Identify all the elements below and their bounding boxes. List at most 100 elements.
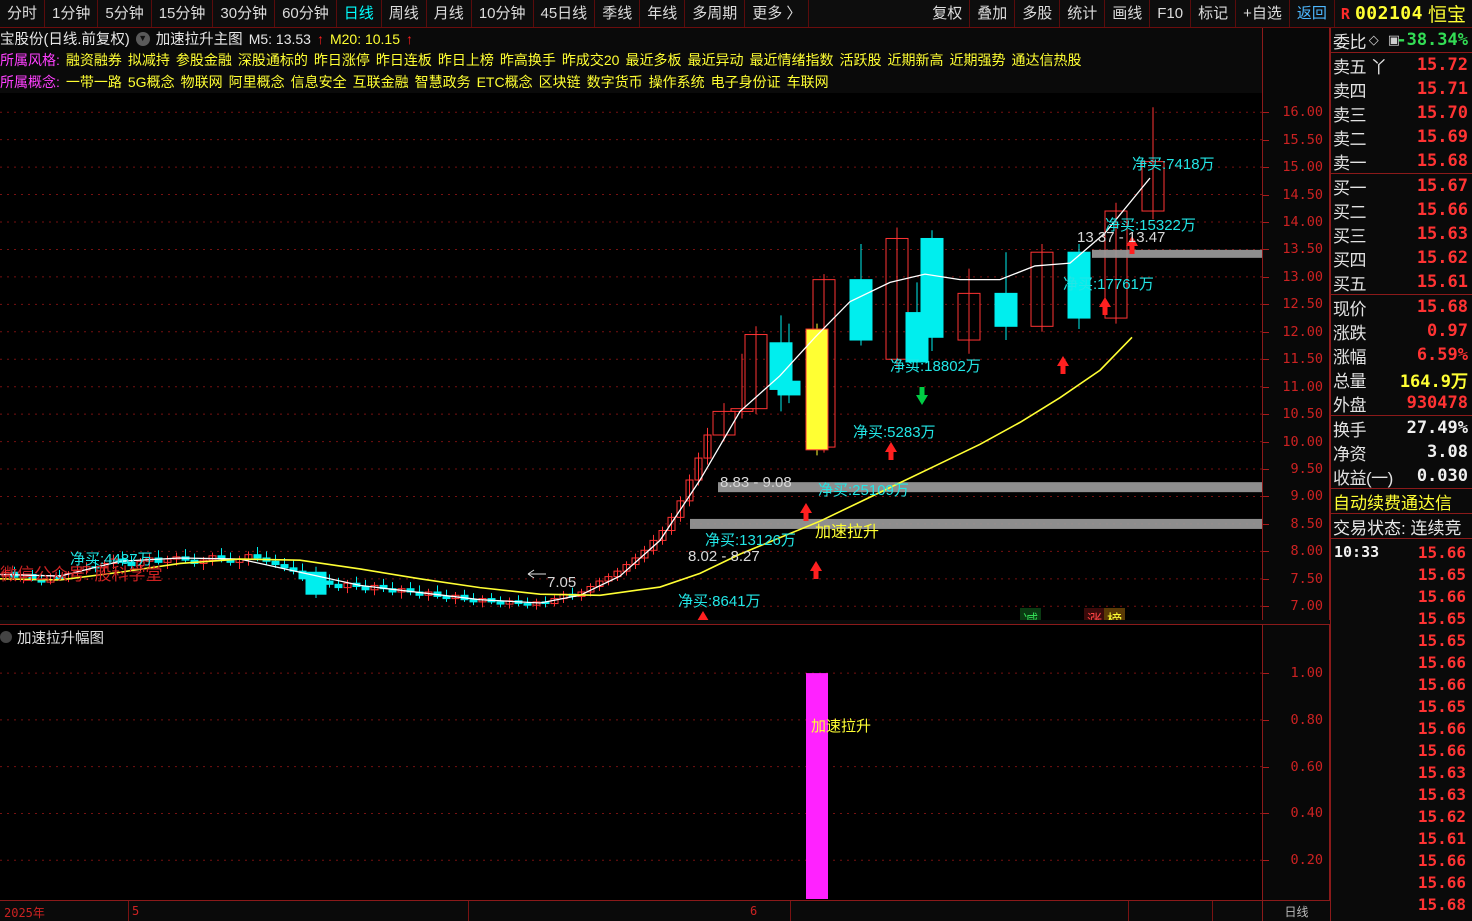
concept-tag-1[interactable]: 5G概念 <box>127 74 175 90</box>
period-button-6[interactable]: 日线 <box>337 0 382 27</box>
stat-row-2[interactable]: 涨幅 6.59% <box>1331 343 1472 367</box>
tick-row-8[interactable]: 15.66 <box>1331 717 1472 739</box>
tick-row-6[interactable]: 15.66 <box>1331 673 1472 695</box>
bid-row-0[interactable]: 买一 15.67 <box>1331 174 1472 198</box>
tool-button-2[interactable]: 多股 <box>1015 0 1061 27</box>
bid-row-3[interactable]: 买四 15.62 <box>1331 246 1472 270</box>
extra-row-2[interactable]: 收益(一) 0.030 <box>1331 464 1472 488</box>
tick-row-9[interactable]: 15.66 <box>1331 739 1472 761</box>
ask-row-2[interactable]: 卖三 15.70 <box>1331 101 1472 125</box>
style-tag-4[interactable]: 昨日涨停 <box>313 52 370 68</box>
concept-tag-0[interactable]: 一带一路 <box>65 74 122 90</box>
ask-row-3[interactable]: 卖二 15.69 <box>1331 125 1472 149</box>
style-tag-13[interactable]: 近期新高 <box>887 52 944 68</box>
period-button-1[interactable]: 1分钟 <box>45 0 99 27</box>
style-tag-10[interactable]: 最近异动 <box>687 52 744 68</box>
period-button-14[interactable]: 更多 〉 <box>745 0 810 27</box>
tick-row-11[interactable]: 15.63 <box>1331 783 1472 805</box>
main-candlestick-chart[interactable]: 净买:4487万 净买:8641万 净买:13126万 净买:25109万 净买:528… <box>0 93 1262 620</box>
period-button-5[interactable]: 60分钟 <box>275 0 337 27</box>
stat-row-4[interactable]: 外盘 930478 <box>1331 391 1472 415</box>
extra-row-0[interactable]: 换手 27.49% <box>1331 416 1472 440</box>
chevron-down-icon[interactable]: ▼ <box>135 31 150 46</box>
period-button-0[interactable]: 分时 <box>0 0 46 27</box>
tick-row-13[interactable]: 15.61 <box>1331 827 1472 849</box>
tool-button-3[interactable]: 统计 <box>1060 0 1106 27</box>
tick-row-1[interactable]: 15.65 <box>1331 563 1472 585</box>
style-tag-12[interactable]: 活跃股 <box>839 52 882 68</box>
tool-button-6[interactable]: 标记 <box>1191 0 1237 27</box>
renewal-banner[interactable]: 自动续费通达信 <box>1331 489 1472 514</box>
tool-button-1[interactable]: 叠加 <box>970 0 1016 27</box>
tick-row-16[interactable]: 15.68 <box>1331 893 1472 915</box>
diamond-icon[interactable]: ◇ <box>1368 32 1379 47</box>
stat-row-3[interactable]: 总量 164.9万 <box>1331 367 1472 392</box>
tick-row-5[interactable]: 15.66 <box>1331 651 1472 673</box>
concept-tag-8[interactable]: 区块链 <box>538 74 581 90</box>
period-button-11[interactable]: 季线 <box>595 0 641 27</box>
period-button-4[interactable]: 30分钟 <box>213 0 276 27</box>
concept-tag-11[interactable]: 电子身份证 <box>710 74 781 90</box>
period-button-12[interactable]: 年线 <box>640 0 686 27</box>
tool-button-0[interactable]: 复权 <box>925 0 971 27</box>
concept-tag-12[interactable]: 车联网 <box>786 74 829 90</box>
concept-tag-5[interactable]: 互联金融 <box>352 74 409 90</box>
tick-row-2[interactable]: 15.66 <box>1331 585 1472 607</box>
style-tag-3[interactable]: 深股通标的 <box>237 52 308 68</box>
concept-tag-7[interactable]: ETC概念 <box>476 74 533 90</box>
style-tag-11[interactable]: 最近情绪指数 <box>749 52 834 68</box>
concept-tag-3[interactable]: 阿里概念 <box>228 74 285 90</box>
style-tag-14[interactable]: 近期强势 <box>949 52 1006 68</box>
tool-button-7[interactable]: +自选 <box>1236 0 1290 27</box>
tool-button-5[interactable]: F10 <box>1150 0 1192 27</box>
back-button[interactable]: 返回 <box>1290 0 1335 27</box>
style-tag-8[interactable]: 昨成交20 <box>561 52 620 68</box>
concept-tag-2[interactable]: 物联网 <box>180 74 223 90</box>
tick-row-0[interactable]: 10:33 15.66 <box>1331 541 1472 563</box>
period-indicator[interactable]: 日线 <box>1262 900 1330 921</box>
indicator-name[interactable]: 加速拉升主图 <box>155 32 243 48</box>
style-tag-9[interactable]: 最近多板 <box>625 52 682 68</box>
style-tag-6[interactable]: 昨日上榜 <box>437 52 494 68</box>
style-tag-5[interactable]: 昨日连板 <box>375 52 432 68</box>
tool-button-4[interactable]: 画线 <box>1105 0 1151 27</box>
bid-row-2[interactable]: 买三 15.63 <box>1331 222 1472 246</box>
style-tag-1[interactable]: 拟减持 <box>127 52 170 68</box>
tick-row-3[interactable]: 15.65 <box>1331 607 1472 629</box>
bid-label-0: 买一 <box>1333 178 1367 198</box>
period-button-10[interactable]: 45日线 <box>534 0 596 27</box>
ask-row-1[interactable]: 卖四 15.71 <box>1331 77 1472 101</box>
sub-indicator-chart[interactable]: 加速拉升 <box>0 624 1262 900</box>
tick-row-10[interactable]: 15.63 <box>1331 761 1472 783</box>
concept-tag-9[interactable]: 数字货币 <box>586 74 643 90</box>
style-tag-2[interactable]: 参股金融 <box>175 52 232 68</box>
period-button-7[interactable]: 周线 <box>382 0 427 27</box>
style-tag-15[interactable]: 通达信热股 <box>1011 52 1082 68</box>
tick-row-7[interactable]: 15.65 <box>1331 695 1472 717</box>
period-button-9[interactable]: 10分钟 <box>472 0 534 27</box>
bid-row-1[interactable]: 买二 15.66 <box>1331 198 1472 222</box>
stat-row-0[interactable]: 现价 15.68 <box>1331 295 1472 319</box>
subchart-title[interactable]: 加速拉升幅图 <box>17 630 104 647</box>
period-button-3[interactable]: 15分钟 <box>152 0 214 27</box>
stock-code-display[interactable]: R 002104 恒宝 <box>1335 0 1472 27</box>
concept-tag-10[interactable]: 操作系统 <box>648 74 705 90</box>
ask-row-4[interactable]: 卖一 15.68 <box>1331 149 1472 173</box>
stat-row-1[interactable]: 涨跌 0.97 <box>1331 319 1472 343</box>
window-icon[interactable]: ▣ <box>1387 32 1400 47</box>
period-button-8[interactable]: 月线 <box>427 0 472 27</box>
concept-tag-4[interactable]: 信息安全 <box>290 74 347 90</box>
tick-row-14[interactable]: 15.66 <box>1331 849 1472 871</box>
extra-row-1[interactable]: 净资 3.08 <box>1331 440 1472 464</box>
tick-row-12[interactable]: 15.62 <box>1331 805 1472 827</box>
bid-row-4[interactable]: 买五 15.61 <box>1331 270 1472 294</box>
tick-list[interactable]: 10:33 15.66 15.65 15.66 15.65 15.65 15.66 15.66… <box>1331 539 1472 915</box>
ask-row-0[interactable]: 卖五 丫 15.72 <box>1331 53 1472 77</box>
tick-row-4[interactable]: 15.65 <box>1331 629 1472 651</box>
concept-tag-6[interactable]: 智慧政务 <box>414 74 471 90</box>
tick-row-15[interactable]: 15.66 <box>1331 871 1472 893</box>
period-button-13[interactable]: 多周期 <box>685 0 746 27</box>
period-button-2[interactable]: 5分钟 <box>98 0 152 27</box>
style-tag-0[interactable]: 融资融券 <box>65 52 122 68</box>
style-tag-7[interactable]: 昨高换手 <box>499 52 556 68</box>
